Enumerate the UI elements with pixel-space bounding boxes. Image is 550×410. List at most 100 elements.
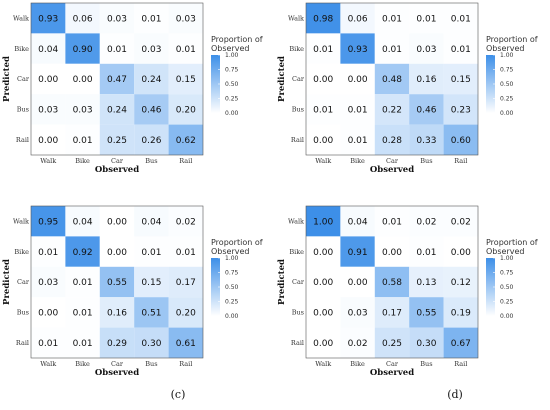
heatmap-cell <box>443 33 478 64</box>
y-tick-label: Bike <box>289 248 304 256</box>
heatmap-cell <box>31 63 66 95</box>
legend-tick-label: 0.50 <box>225 81 239 88</box>
cell-value-label: 0.98 <box>313 14 333 24</box>
heatmap-cell <box>99 327 135 358</box>
heatmap-cell <box>443 3 478 34</box>
cell-value-label: 0.01 <box>176 45 196 55</box>
heatmap-cell <box>99 3 135 34</box>
legend-tick-label: 0.25 <box>500 299 514 306</box>
legend-colorbar <box>211 258 220 316</box>
heatmap-cell <box>168 3 203 34</box>
heatmap-cell <box>168 94 203 125</box>
cell-value-label: 0.51 <box>141 309 161 319</box>
heatmap-cell <box>340 297 375 328</box>
heatmap-panel-1: 0.93 0.06 0.03 0.01 0.03 0.04 0.90 0.01 0.03 0.01… <box>2 2 263 293</box>
x-tick-label: Bus <box>145 157 157 165</box>
y-tick-label: Rail <box>16 136 29 144</box>
y-tick-label: Walk <box>288 14 304 22</box>
cell-value-label: 0.03 <box>38 106 58 116</box>
cell-value-label: 0.01 <box>73 339 93 349</box>
legend-tick-label: 0.00 <box>225 313 239 320</box>
cell-value-label: 0.03 <box>38 278 58 288</box>
legend-tick-label: 0.00 <box>500 110 514 117</box>
legend-title: Observed <box>486 247 525 256</box>
y-tick-label: Bus <box>17 106 29 114</box>
heatmap-cell <box>374 297 410 328</box>
heatmap-panel-3: 0.95 0.04 0.00 0.04 0.02 0.01 0.92 0.00 0.01 0.01… <box>2 205 263 401</box>
x-tick-label: Rail <box>454 360 467 368</box>
cell-value-label: 0.24 <box>107 106 127 116</box>
heatmap-cell <box>374 94 410 125</box>
cell-value-label: 0.01 <box>38 248 58 258</box>
cell-value-label: 0.19 <box>451 309 471 319</box>
heatmap-cell <box>340 3 375 34</box>
cell-value-label: 0.01 <box>73 136 93 146</box>
legend-colorbar <box>211 55 220 113</box>
cell-value-label: 0.17 <box>176 278 196 288</box>
cell-value-label: 0.93 <box>348 45 368 55</box>
cell-value-label: 0.95 <box>38 217 58 227</box>
heatmap-cell <box>443 63 478 95</box>
y-tick-label: Rail <box>291 136 304 144</box>
cell-value-label: 0.00 <box>313 248 333 258</box>
legend-tick-label: 1.00 <box>500 255 514 262</box>
cell-value-label: 0.06 <box>348 14 368 24</box>
cell-value-label: 0.16 <box>416 75 436 85</box>
x-tick-label: Bus <box>145 360 157 368</box>
heatmap-cell <box>306 94 341 125</box>
y-axis-title: Predicted <box>277 259 287 305</box>
y-tick-label: Rail <box>291 339 304 347</box>
cell-value-label: 0.29 <box>107 339 127 349</box>
heatmap-cell <box>306 297 341 328</box>
heatmap-cell <box>340 94 375 125</box>
cell-value-label: 0.20 <box>176 309 196 319</box>
cell-value-label: 0.25 <box>107 136 127 146</box>
heatmap-cell <box>443 327 478 358</box>
heatmap-cell <box>306 3 341 34</box>
cell-value-label: 0.25 <box>382 339 402 349</box>
cell-value-label: 0.92 <box>73 248 93 258</box>
cell-value-label: 0.00 <box>313 278 333 288</box>
heatmap-cell <box>65 236 100 267</box>
x-tick-label: Bike <box>75 157 90 165</box>
cell-value-label: 0.00 <box>382 248 402 258</box>
cell-value-label: 0.03 <box>107 14 127 24</box>
heatmap-panel-2: 0.98 0.06 0.01 0.01 0.01 0.01 0.93 0.01 0.03 0.01… <box>277 2 538 293</box>
cell-value-label: 0.00 <box>38 75 58 85</box>
plot-border <box>30 205 204 359</box>
cell-value-label: 0.93 <box>38 14 58 24</box>
plot-border <box>30 2 204 156</box>
cell-value-label: 0.00 <box>38 136 58 146</box>
heatmap-cell <box>134 327 169 358</box>
heatmap-cell <box>409 33 444 64</box>
legend-tick-label: 0.25 <box>225 96 239 103</box>
x-tick-label: Rail <box>454 157 467 165</box>
y-tick-label: Car <box>17 75 30 83</box>
cell-value-label: 0.33 <box>416 136 436 146</box>
heatmap-cell <box>31 266 66 298</box>
cell-value-label: 0.03 <box>176 14 196 24</box>
cell-value-label: 0.26 <box>141 136 161 146</box>
cell-value-label: 0.01 <box>176 248 196 258</box>
x-axis-title: Observed <box>370 165 414 175</box>
legend-tick-label: 0.50 <box>500 81 514 88</box>
cell-value-label: 0.61 <box>176 339 196 349</box>
x-tick-label: Bus <box>420 157 432 165</box>
cell-value-label: 0.12 <box>451 278 471 288</box>
cell-value-label: 0.55 <box>416 309 436 319</box>
heatmap-cell <box>340 266 375 298</box>
legend-colorbar <box>486 258 495 316</box>
y-tick-label: Bus <box>17 309 29 317</box>
heatmap-cell <box>306 327 341 358</box>
y-tick-label: Car <box>292 278 305 286</box>
cell-value-label: 0.03 <box>141 45 161 55</box>
y-tick-label: Bike <box>14 248 29 256</box>
plot-border <box>305 205 479 359</box>
heatmap-cell <box>374 236 410 267</box>
cell-value-label: 0.02 <box>416 217 436 227</box>
heatmap-cell <box>409 3 444 34</box>
heatmap-cell <box>443 266 478 298</box>
heatmap-cell <box>134 266 169 298</box>
cell-value-label: 0.01 <box>451 14 471 24</box>
